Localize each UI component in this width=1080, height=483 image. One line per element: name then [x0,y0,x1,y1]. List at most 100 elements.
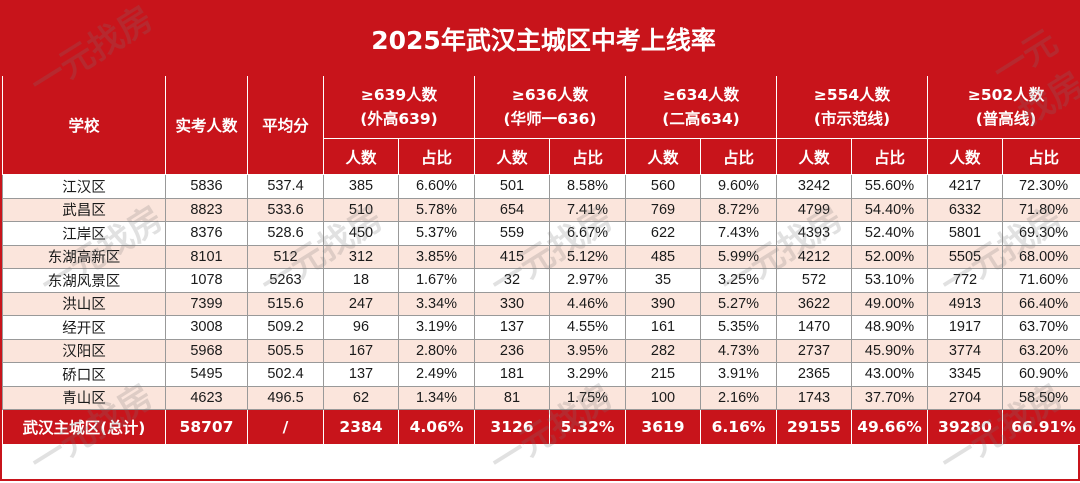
cell-school: 江汉区 [3,175,166,199]
subheader-count: 人数 [777,139,852,175]
cell-c634: 282 [626,339,701,363]
cell-r634: 5.27% [701,292,777,316]
cell-c639: 450 [324,222,399,246]
header-group-636: ≥636人数 (华师一636) [475,76,626,139]
header-group-502: ≥502人数 (普高线) [928,76,1080,139]
cell-r502: 63.20% [1003,339,1080,363]
cell-c636: 654 [475,198,550,222]
cell-c639: 167 [324,339,399,363]
cell-r636: 6.67% [550,222,626,246]
cell-c554: 3622 [777,292,852,316]
cell-r554: 53.10% [852,269,928,293]
cell-c634: 161 [626,316,701,340]
cell-avg: 509.2 [248,316,324,340]
cell-school: 东湖风景区 [3,269,166,293]
cell-school: 江岸区 [3,222,166,246]
total-c639: 2384 [324,410,399,445]
cell-exam: 8823 [166,198,248,222]
cell-r502: 58.50% [1003,386,1080,410]
cell-c634: 215 [626,363,701,387]
cell-c639: 312 [324,245,399,269]
cell-r636: 2.97% [550,269,626,293]
cell-r636: 7.41% [550,198,626,222]
cell-exam: 1078 [166,269,248,293]
total-c634: 3619 [626,410,701,445]
cell-r502: 72.30% [1003,175,1080,199]
cell-r634: 4.73% [701,339,777,363]
cell-c636: 181 [475,363,550,387]
cell-c554: 4799 [777,198,852,222]
header-avg-score: 平均分 [248,76,324,175]
cell-r636: 3.95% [550,339,626,363]
total-c502: 39280 [928,410,1003,445]
cell-r639: 1.67% [399,269,475,293]
cell-c554: 4212 [777,245,852,269]
cell-c554: 2737 [777,339,852,363]
header-group-636-line1: ≥636人数 [475,83,625,107]
cell-r639: 2.49% [399,363,475,387]
total-school: 武汉主城区(总计) [3,410,166,445]
cell-r636: 4.46% [550,292,626,316]
header-group-634-line2: (二高634) [626,107,776,131]
cell-c636: 559 [475,222,550,246]
cell-r634: 5.99% [701,245,777,269]
cell-r639: 6.60% [399,175,475,199]
total-row: 武汉主城区(总计) 58707 / 2384 4.06% 3126 5.32% … [3,410,1080,445]
cell-avg: 512 [248,245,324,269]
cell-r634: 7.43% [701,222,777,246]
subheader-count: 人数 [928,139,1003,175]
cell-c639: 247 [324,292,399,316]
cell-c634: 35 [626,269,701,293]
cell-c502: 3345 [928,363,1003,387]
total-avg: / [248,410,324,445]
cell-c554: 1743 [777,386,852,410]
cell-c502: 2704 [928,386,1003,410]
cell-c636: 415 [475,245,550,269]
cell-c634: 622 [626,222,701,246]
cell-c634: 390 [626,292,701,316]
cell-exam: 5968 [166,339,248,363]
subheader-ratio: 占比 [701,139,777,175]
header-group-554-line1: ≥554人数 [777,83,927,107]
cell-r554: 49.00% [852,292,928,316]
cell-r502: 60.90% [1003,363,1080,387]
total-r634: 6.16% [701,410,777,445]
cell-r639: 3.19% [399,316,475,340]
cell-r502: 71.60% [1003,269,1080,293]
cell-c554: 2365 [777,363,852,387]
cell-r639: 3.34% [399,292,475,316]
cell-r554: 52.00% [852,245,928,269]
cell-school: 汉阳区 [3,339,166,363]
cell-c554: 3242 [777,175,852,199]
header-group-636-line2: (华师一636) [475,107,625,131]
cell-r634: 8.72% [701,198,777,222]
total-r554: 49.66% [852,410,928,445]
cell-r634: 3.91% [701,363,777,387]
cell-c639: 62 [324,386,399,410]
cell-c634: 485 [626,245,701,269]
cell-r639: 5.37% [399,222,475,246]
subheader-ratio: 占比 [399,139,475,175]
cell-c502: 5505 [928,245,1003,269]
header-group-634-line1: ≥634人数 [626,83,776,107]
cell-school: 经开区 [3,316,166,340]
cell-r639: 2.80% [399,339,475,363]
cell-r554: 54.40% [852,198,928,222]
total-c554: 29155 [777,410,852,445]
total-c636: 3126 [475,410,550,445]
cell-c502: 4217 [928,175,1003,199]
cell-r634: 5.35% [701,316,777,340]
cell-r634: 2.16% [701,386,777,410]
cell-c636: 236 [475,339,550,363]
cell-c639: 96 [324,316,399,340]
cell-r554: 52.40% [852,222,928,246]
cell-c502: 5801 [928,222,1003,246]
